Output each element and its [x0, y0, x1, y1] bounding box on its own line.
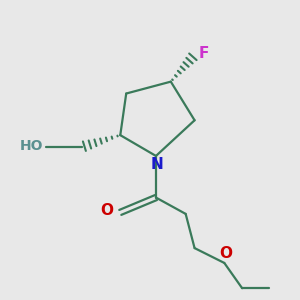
Text: O: O	[219, 247, 232, 262]
Text: F: F	[199, 46, 209, 61]
Text: N: N	[151, 158, 164, 172]
Text: HO: HO	[20, 139, 43, 152]
Text: O: O	[101, 203, 114, 218]
